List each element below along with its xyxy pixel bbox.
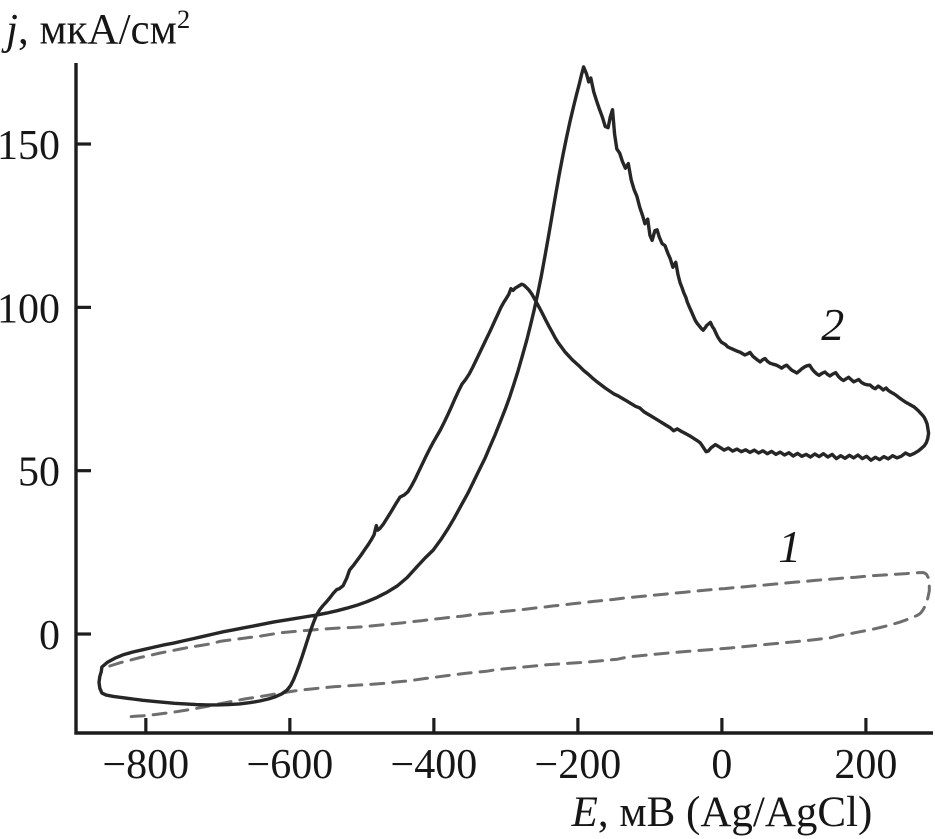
y-tick-label: 50 [18,450,60,496]
x-axis-unit: , мВ (Ag/AgCl) [597,789,873,836]
curve-1 [108,571,931,719]
x-tick-label: 0 [711,742,732,788]
x-axis-title: E, мВ (Ag/AgCl) [572,788,873,837]
x-tick-label: −400 [391,742,478,788]
y-axis-title: j, мкА/см2 [6,4,190,54]
y-tick-label: 0 [39,613,60,659]
axes [74,63,933,735]
curve-label-2: 2 [821,299,844,350]
curve-label-1: 1 [778,521,801,572]
curve-2 [97,65,931,707]
x-tick-label: −200 [535,742,622,788]
y-axis-variable: j [6,6,18,54]
y-tick-label: 100 [0,286,60,332]
y-tick-label: 150 [0,123,60,169]
y-axis-superscript: 2 [176,4,191,34]
x-tick-label: −800 [103,742,190,788]
x-axis-variable: E [571,789,598,836]
x-tick-label: −600 [247,742,334,788]
x-tick-label: 200 [834,742,897,788]
y-axis-unit: , мкА/см [17,6,177,54]
